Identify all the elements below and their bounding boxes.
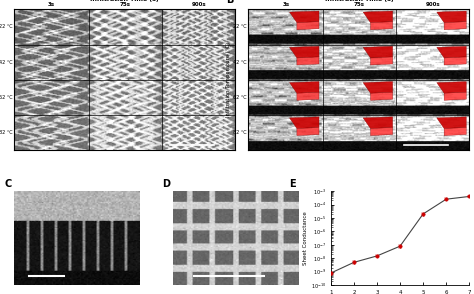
Polygon shape [363,11,392,23]
Polygon shape [437,81,466,93]
Polygon shape [363,46,392,58]
Polygon shape [290,11,319,23]
Polygon shape [297,57,319,65]
Polygon shape [371,92,392,100]
Polygon shape [297,128,319,136]
Text: D: D [163,179,171,189]
Polygon shape [437,117,466,128]
Polygon shape [297,22,319,30]
Polygon shape [363,117,392,128]
Polygon shape [444,22,466,30]
Polygon shape [290,46,319,58]
Polygon shape [437,46,466,58]
Polygon shape [444,57,466,65]
Y-axis label: Infiltration Temperature (°C): Infiltration Temperature (°C) [226,42,230,117]
Text: C: C [4,179,11,189]
Polygon shape [371,128,392,136]
X-axis label: Infiltration Time (s): Infiltration Time (s) [325,0,393,2]
Polygon shape [371,57,392,65]
Polygon shape [444,92,466,100]
Text: 100 nm: 100 nm [173,137,187,141]
X-axis label: Infiltration Time (s): Infiltration Time (s) [91,0,159,2]
Polygon shape [363,81,392,93]
Text: B: B [226,0,234,5]
Y-axis label: Sheet Conductance: Sheet Conductance [303,211,308,265]
Polygon shape [437,11,466,23]
Polygon shape [444,128,466,136]
Text: E: E [289,179,296,189]
Polygon shape [297,92,319,100]
Polygon shape [371,22,392,30]
Polygon shape [290,117,319,128]
Polygon shape [290,81,319,93]
